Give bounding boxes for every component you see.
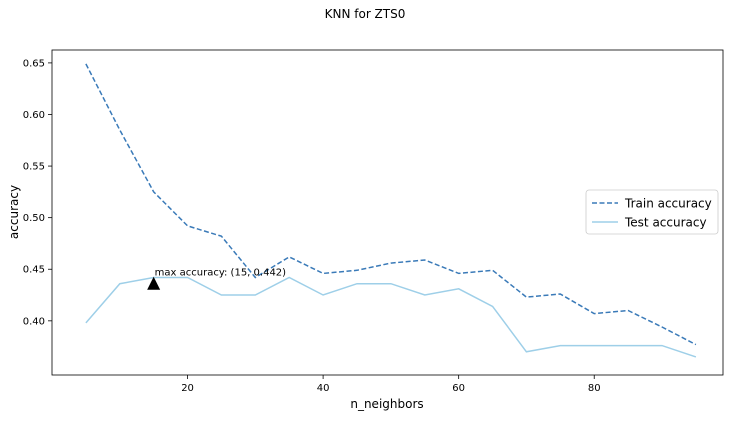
y-tick-label: 0.55 (23, 162, 45, 173)
y-tick-label: 0.60 (23, 110, 45, 121)
series-line-train (85, 63, 697, 346)
max-accuracy-annotation: max accuracy: (15, 0.442) (155, 268, 287, 279)
y-tick-label: 0.50 (23, 213, 45, 224)
chart-title: KNN for ZTS0 (325, 7, 406, 21)
x-tick-label: 80 (588, 383, 601, 394)
legend-label: Test accuracy (624, 216, 707, 230)
annotation: max accuracy: (15, 0.442) (147, 268, 286, 290)
y-tick-label: 0.40 (23, 316, 45, 327)
x-tick-label: 20 (181, 383, 194, 394)
x-tick-label: 40 (317, 383, 330, 394)
y-tick-label: 0.45 (23, 265, 45, 276)
legend: Train accuracy Test accuracy (585, 189, 719, 235)
x-tick-label: 60 (452, 383, 465, 394)
y-axis-label: accuracy (7, 185, 21, 239)
x-axis: 20 40 60 80 (181, 375, 601, 394)
series-lines (85, 63, 697, 358)
legend-label: Train accuracy (624, 197, 712, 211)
series-line-test (85, 276, 697, 358)
x-axis-label: n_neighbors (350, 397, 423, 411)
max-accuracy-marker-icon (147, 276, 161, 290)
y-axis: 0.40 0.45 0.50 0.55 0.60 0.65 (23, 58, 52, 327)
legend-frame (585, 189, 719, 235)
y-tick-label: 0.65 (23, 58, 45, 69)
plot-frame (51, 49, 724, 376)
